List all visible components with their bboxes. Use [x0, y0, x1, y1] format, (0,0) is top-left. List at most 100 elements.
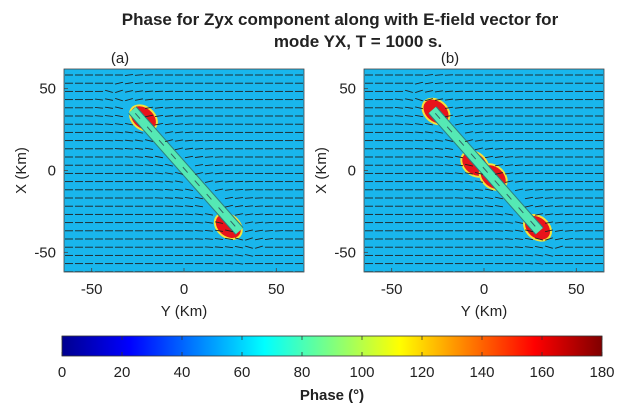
x-axis-label: Y (Km): [161, 303, 207, 320]
e-field-vector: [504, 238, 514, 240]
e-field-vector: [474, 139, 484, 142]
e-field-vector: [524, 204, 534, 208]
body-vector: [170, 153, 177, 160]
y-tick-label: 0: [348, 163, 356, 180]
e-field-vector: [104, 123, 114, 125]
e-field-vector: [104, 115, 114, 117]
e-field-vector: [444, 164, 454, 167]
panel-a-plot: -50 0 50 -50 0 50 Y (Km) X (Km) (a): [13, 50, 305, 320]
colorbar-tick-label: 100: [349, 364, 374, 381]
e-field-vector: [94, 98, 104, 101]
e-field-vector: [124, 131, 134, 134]
colorbar-tick-label: 160: [529, 364, 554, 381]
e-field-vector: [434, 98, 444, 101]
body-vector: [482, 166, 489, 173]
e-field-vector: [114, 139, 124, 142]
e-field-vector: [514, 188, 524, 191]
body-vector: [218, 207, 224, 214]
e-field-vector: [124, 82, 134, 85]
e-field-vector: [504, 221, 514, 224]
e-field-vector: [544, 205, 554, 208]
e-field-vector: [235, 237, 243, 241]
e-field-vector: [424, 82, 434, 85]
e-field-vector: [445, 139, 453, 142]
e-field-vector: [444, 172, 454, 175]
e-field-vector: [494, 139, 504, 142]
e-field-vector: [524, 254, 534, 257]
panel-label-a: (a): [111, 50, 129, 67]
e-field-vector: [444, 82, 454, 84]
e-field-vector: [194, 221, 204, 224]
e-field-vector: [414, 139, 424, 142]
e-field-vector: [534, 213, 544, 216]
panel-b-plot: -50 0 50 -50 0 50 Y (Km) X (Km) (b): [313, 50, 605, 320]
e-field-vector: [474, 131, 484, 134]
e-field-vector: [224, 204, 234, 208]
e-field-vector: [494, 164, 504, 167]
e-field-vector: [174, 205, 184, 207]
panel-label-b: (b): [441, 50, 459, 67]
e-field-vector: [475, 172, 483, 175]
e-field-vector: [484, 196, 494, 200]
colorbar-tick-label: 20: [114, 364, 131, 381]
e-field-vector: [474, 197, 484, 199]
e-field-vector: [484, 213, 494, 216]
e-field-vector: [204, 164, 214, 167]
e-field-vector: [524, 172, 534, 175]
e-field-vector: [454, 155, 464, 159]
e-field-vector: [184, 196, 194, 200]
e-field-vector: [245, 245, 253, 249]
e-field-vector: [224, 237, 234, 241]
e-field-vector: [514, 246, 524, 248]
y-tick-label: 50: [39, 81, 56, 98]
e-field-vector: [474, 115, 484, 117]
e-field-vector: [134, 131, 144, 134]
e-field-vector: [504, 172, 514, 175]
e-field-vector: [194, 139, 204, 142]
e-field-vector: [94, 106, 104, 109]
e-field-vector: [214, 172, 224, 175]
e-field-vector: [414, 114, 424, 118]
x-tick-label: 50: [268, 281, 285, 298]
body-vector: [530, 220, 536, 227]
e-field-vector: [164, 180, 174, 183]
e-field-vector: [554, 229, 564, 232]
e-field-vector: [394, 106, 404, 109]
e-field-vector: [494, 205, 504, 208]
e-field-vector: [434, 82, 444, 85]
e-field-vector: [184, 139, 194, 142]
e-field-vector: [214, 188, 224, 191]
e-field-vector: [394, 115, 404, 117]
e-field-vector: [544, 213, 554, 216]
e-field-vector: [234, 213, 244, 216]
e-field-vector: [144, 164, 154, 167]
e-field-vector: [154, 122, 164, 126]
e-field-vector: [164, 123, 174, 126]
e-field-vector: [434, 139, 444, 142]
e-field-vector: [115, 81, 123, 85]
body-vector: [518, 207, 524, 214]
e-field-vector: [224, 188, 234, 191]
e-field-vector: [154, 155, 164, 159]
e-field-vector: [174, 139, 184, 142]
e-field-vector: [134, 156, 144, 158]
e-field-vector: [225, 229, 233, 233]
y-tick-label: 0: [48, 163, 56, 180]
e-field-vector: [504, 156, 514, 158]
e-field-vector: [504, 213, 514, 216]
e-field-vector: [194, 196, 204, 200]
e-field-vector: [134, 147, 144, 150]
e-field-vector: [144, 82, 154, 84]
e-field-vector: [544, 221, 554, 224]
e-field-vector: [264, 238, 274, 240]
e-field-vector: [245, 229, 253, 233]
e-field-vector: [194, 156, 204, 158]
e-field-vector: [414, 106, 424, 110]
e-field-vector: [535, 237, 543, 241]
e-field-vector: [534, 254, 544, 257]
colorbar-ticks: 0 20 40 60 80 100 120 140 160 180: [58, 336, 615, 381]
e-field-vector: [254, 221, 264, 224]
e-field-vector: [174, 115, 184, 117]
e-field-vector: [224, 246, 234, 249]
e-field-vector: [464, 172, 474, 175]
